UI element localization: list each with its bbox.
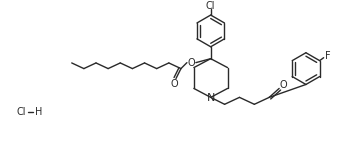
- Text: O: O: [187, 58, 195, 68]
- Text: H: H: [35, 107, 42, 117]
- Text: F: F: [325, 51, 330, 61]
- Text: Cl: Cl: [206, 1, 216, 11]
- Text: N: N: [206, 93, 215, 103]
- Text: O: O: [279, 81, 287, 90]
- Text: O: O: [170, 80, 178, 89]
- Text: Cl: Cl: [16, 107, 26, 117]
